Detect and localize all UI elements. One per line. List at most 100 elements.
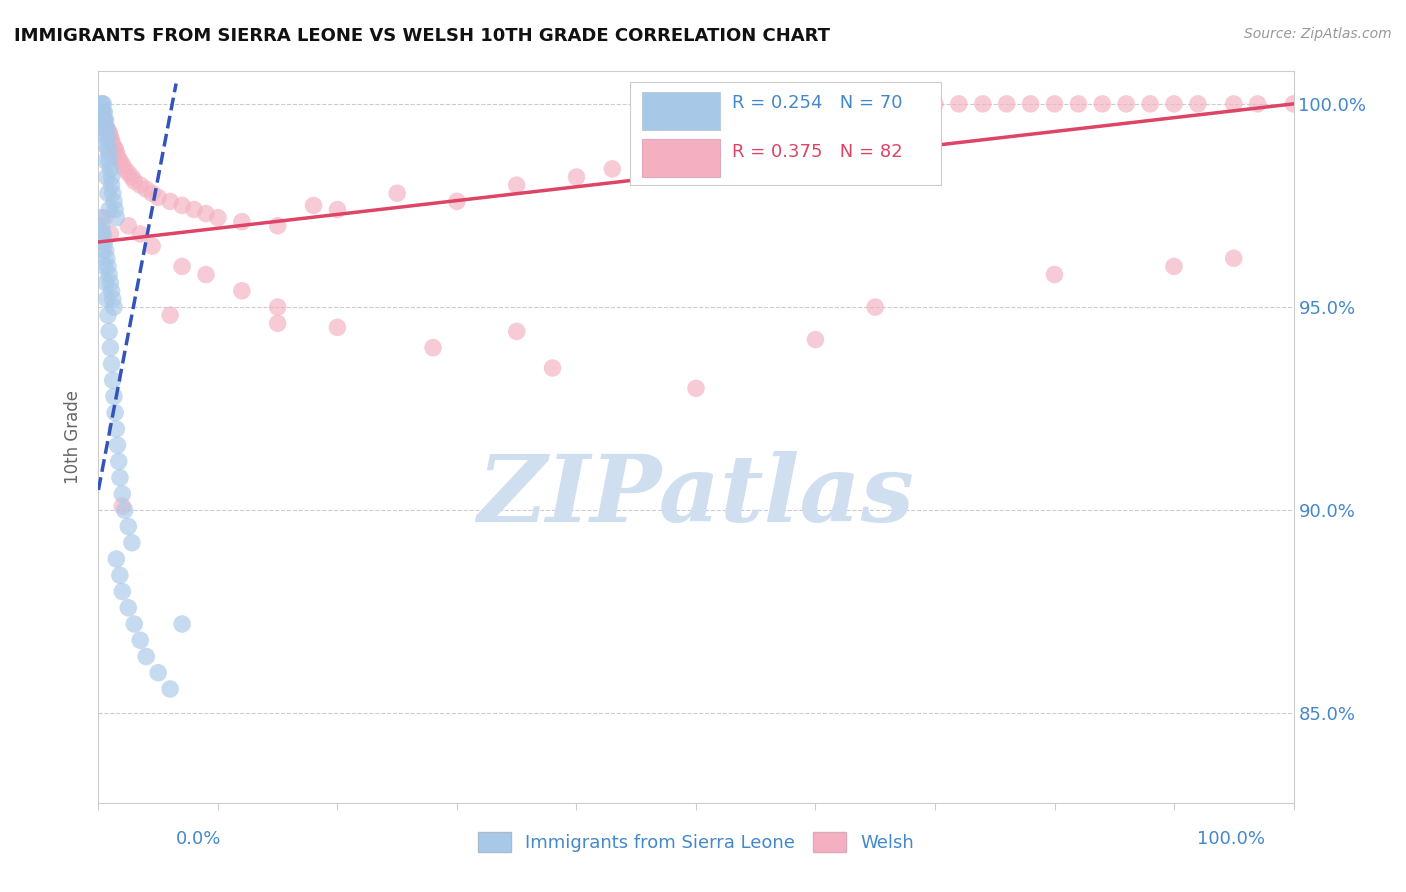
Point xyxy=(148,190,170,204)
Point xyxy=(506,178,529,193)
Point xyxy=(565,169,588,184)
Text: R = 0.254   N = 70: R = 0.254 N = 70 xyxy=(733,94,903,112)
Point xyxy=(172,260,194,274)
Point xyxy=(159,681,181,696)
Point xyxy=(97,142,120,156)
Point xyxy=(111,158,134,172)
Point xyxy=(101,373,124,387)
Point xyxy=(107,150,129,164)
Point xyxy=(98,145,121,160)
Point xyxy=(93,113,115,128)
Point xyxy=(1115,96,1137,111)
Point xyxy=(96,252,118,266)
Point xyxy=(94,113,117,128)
Point xyxy=(141,239,163,253)
Point xyxy=(709,137,731,152)
Point xyxy=(94,276,117,290)
Point xyxy=(385,186,409,201)
Point xyxy=(96,169,118,184)
Point xyxy=(101,186,124,201)
Point xyxy=(685,381,707,395)
Point xyxy=(1163,96,1185,111)
Point xyxy=(841,113,863,128)
Point xyxy=(98,161,122,176)
Text: 100.0%: 100.0% xyxy=(1198,830,1265,847)
Point xyxy=(108,568,131,582)
Point xyxy=(111,584,134,599)
Point xyxy=(685,145,707,160)
Point xyxy=(865,300,887,314)
Point xyxy=(506,325,529,339)
FancyBboxPatch shape xyxy=(643,139,720,178)
Point xyxy=(105,422,128,436)
Point xyxy=(124,617,146,632)
Point xyxy=(100,357,122,371)
Point xyxy=(756,129,779,144)
Point xyxy=(91,105,114,120)
Point xyxy=(541,361,564,376)
Point xyxy=(100,284,122,298)
Point xyxy=(1043,268,1066,282)
Point xyxy=(105,145,128,160)
Point xyxy=(98,202,121,217)
Point xyxy=(93,211,115,225)
Point xyxy=(98,341,122,355)
Text: Source: ZipAtlas.com: Source: ZipAtlas.com xyxy=(1244,27,1392,41)
Point xyxy=(1091,96,1114,111)
Point xyxy=(101,292,124,306)
Point xyxy=(105,211,128,225)
Point xyxy=(98,276,122,290)
Point xyxy=(94,121,117,136)
Point xyxy=(111,499,134,513)
Text: IMMIGRANTS FROM SIERRA LEONE VS WELSH 10TH GRADE CORRELATION CHART: IMMIGRANTS FROM SIERRA LEONE VS WELSH 10… xyxy=(14,27,830,45)
Point xyxy=(326,202,349,217)
Point xyxy=(114,161,136,176)
Point xyxy=(98,227,122,241)
Point xyxy=(135,649,157,664)
Text: ZIPatlas: ZIPatlas xyxy=(478,450,914,541)
Point xyxy=(91,227,114,241)
Point xyxy=(995,96,1018,111)
Point xyxy=(804,121,827,136)
Point xyxy=(1139,96,1161,111)
Y-axis label: 10th Grade: 10th Grade xyxy=(65,390,83,484)
Point xyxy=(1223,96,1246,111)
Legend: Immigrants from Sierra Leone, Welsh: Immigrants from Sierra Leone, Welsh xyxy=(471,824,921,860)
Point xyxy=(121,535,143,549)
Point xyxy=(129,633,152,648)
Point xyxy=(97,308,120,322)
Point xyxy=(91,227,114,241)
FancyBboxPatch shape xyxy=(643,92,720,130)
Point xyxy=(107,454,129,468)
Point xyxy=(195,206,218,220)
Point xyxy=(117,519,139,533)
Point xyxy=(1019,96,1042,111)
Text: R = 0.375   N = 82: R = 0.375 N = 82 xyxy=(733,143,903,161)
Point xyxy=(117,219,139,233)
Point xyxy=(124,174,146,188)
Point xyxy=(103,142,125,156)
Point xyxy=(93,105,115,120)
Point xyxy=(91,96,114,111)
Point xyxy=(96,292,118,306)
Point xyxy=(159,308,181,322)
Point xyxy=(924,96,946,111)
Text: 0.0%: 0.0% xyxy=(176,830,221,847)
Point xyxy=(103,300,125,314)
Point xyxy=(159,194,181,209)
Point xyxy=(183,202,205,217)
Point xyxy=(602,161,624,176)
Point xyxy=(422,341,444,355)
Point xyxy=(108,471,131,485)
Point xyxy=(172,617,194,632)
Point xyxy=(107,438,129,452)
Point xyxy=(97,133,120,147)
Point xyxy=(93,137,115,152)
Point xyxy=(98,268,121,282)
Point xyxy=(804,333,827,347)
Point xyxy=(100,133,122,147)
Point xyxy=(91,113,114,128)
Point xyxy=(96,121,118,136)
Point xyxy=(207,211,229,225)
Point xyxy=(1187,96,1209,111)
